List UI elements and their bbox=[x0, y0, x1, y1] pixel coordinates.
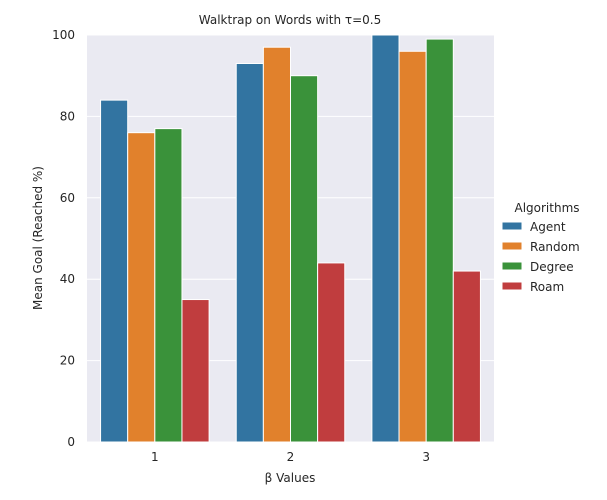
legend-swatch-agent bbox=[501, 221, 523, 231]
bar-agent-2 bbox=[235, 62, 264, 443]
legend-label-random: Random bbox=[530, 240, 580, 254]
legend-items: Agent Random Degree Roam bbox=[501, 220, 580, 294]
y-tick-label: 60 bbox=[60, 191, 75, 205]
y-tick-labels: 0 20 40 60 80 100 bbox=[52, 28, 75, 449]
bar-degree-1 bbox=[154, 128, 183, 443]
bar-random-1 bbox=[127, 132, 156, 443]
x-tick-labels: 1 2 3 bbox=[151, 450, 430, 464]
y-axis-label: Mean Goal (Reached %) bbox=[31, 166, 45, 310]
y-tick-label: 40 bbox=[60, 272, 75, 286]
x-tick-label: 1 bbox=[151, 450, 159, 464]
y-tick-label: 20 bbox=[60, 354, 75, 368]
bar-roam-3 bbox=[452, 270, 481, 443]
legend: Algorithms Agent Random Degree Roam bbox=[501, 201, 580, 294]
legend-title: Algorithms bbox=[514, 201, 579, 215]
bar-random-3 bbox=[398, 50, 427, 443]
x-axis-label: β Values bbox=[265, 471, 316, 485]
bar-agent-1 bbox=[100, 99, 129, 443]
bar-roam-2 bbox=[317, 262, 346, 443]
legend-label-degree: Degree bbox=[530, 260, 574, 274]
y-tick-label: 0 bbox=[67, 435, 75, 449]
legend-swatch-degree bbox=[501, 261, 523, 271]
bar-degree-2 bbox=[290, 75, 319, 443]
legend-swatch-roam bbox=[501, 281, 523, 291]
bar-roam-1 bbox=[181, 299, 210, 443]
bar-degree-3 bbox=[425, 38, 454, 443]
chart-title: Walktrap on Words with τ=0.5 bbox=[199, 13, 381, 27]
y-tick-label: 80 bbox=[60, 109, 75, 123]
bar-agent-3 bbox=[371, 34, 400, 443]
y-tick-label: 100 bbox=[52, 28, 75, 42]
bars bbox=[100, 34, 481, 443]
legend-label-agent: Agent bbox=[530, 220, 566, 234]
x-tick-label: 2 bbox=[287, 450, 295, 464]
x-tick-label: 3 bbox=[422, 450, 430, 464]
bar-random-2 bbox=[262, 46, 292, 443]
legend-label-roam: Roam bbox=[530, 280, 564, 294]
legend-swatch-random bbox=[501, 241, 523, 251]
